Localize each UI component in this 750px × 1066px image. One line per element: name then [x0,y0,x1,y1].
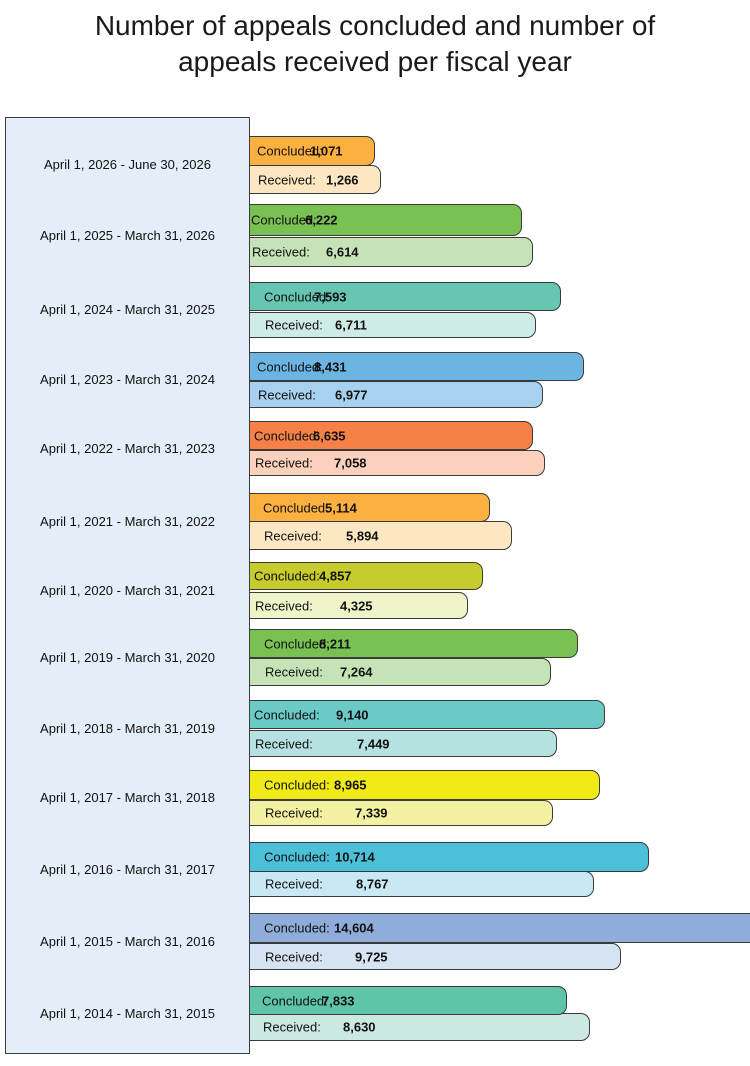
bar-value-label: 7,264 [340,664,373,680]
received-bar: Received: 5,894 [250,521,512,550]
concluded-bar: Concluded: 4,857 [250,562,483,590]
bar-series-label: Received: [255,598,313,613]
period-label: April 1, 2014 - March 31, 2015 [40,1005,215,1021]
bar-value-label: 1,071 [310,143,343,159]
bar-value-label: 4,857 [319,568,352,584]
bar-value-label: 8,630 [343,1019,376,1035]
bar-series-label: Received: [255,736,313,751]
concluded-bar: Concluded: 8,431 [250,352,584,381]
concluded-bar: Concluded: 8,211 [250,629,578,658]
bar-series-label: Concluded: [254,707,320,722]
concluded-bar: Concluded: 6,635 [250,421,533,450]
chart-title-line-2: appeals received per fiscal year [178,46,572,77]
period-label: April 1, 2024 - March 31, 2025 [40,302,215,317]
concluded-bar: Concluded: 7,593 [250,282,561,311]
bar-series-label: Concluded: [251,212,317,228]
received-bar: Received: 8,630 [250,1013,590,1041]
bar-value-label: 6,635 [313,428,346,443]
bar-series-label: Received: [255,455,313,471]
bar-value-label: 6,222 [305,212,338,228]
bar-series-label: Received: [264,528,322,543]
bar-series-label: Concluded: [257,143,323,159]
bar-value-label: 7,058 [334,455,367,471]
bar-value-label: 7,593 [314,289,347,304]
bar-series-label: Concluded: [254,428,320,443]
period-label: April 1, 2017 - March 31, 2018 [40,790,215,805]
bar-value-label: 6,614 [326,244,359,260]
received-bar: Received: 6,711 [250,312,536,338]
bar-series-label: Concluded: [254,568,320,584]
bar-series-label: Concluded: [264,777,330,793]
period-label: April 1, 2020 - March 31, 2021 [40,582,215,598]
concluded-bar: Concluded: 8,965 [250,770,600,800]
received-bar: Received: 7,339 [250,800,553,826]
received-bar: Received: 7,058 [250,450,545,476]
bar-value-label: 4,325 [340,598,373,613]
period-label: April 1, 2019 - March 31, 2020 [40,649,215,665]
bar-series-label: Received: [265,876,323,892]
received-bar: Received: 6,977 [250,381,543,408]
bar-series-label: Received: [252,244,310,260]
concluded-bar: Concluded: 14,604 [250,913,750,943]
bar-value-label: 8,211 [319,636,351,651]
bar-value-label: 8,767 [356,876,389,892]
received-bar: Received: 1,266 [250,165,381,194]
bar-value-label: 5,894 [346,528,379,543]
category-label-panel [5,117,250,1054]
bar-value-label: 10,714 [335,849,375,865]
bar-value-label: 14,604 [334,920,374,936]
bar-value-label: 5,114 [325,500,357,515]
concluded-bar: Concluded: 6,222 [250,204,522,236]
concluded-bar: Concluded: 9,140 [250,700,605,729]
bar-series-label: Received: [258,172,316,187]
bar-value-label: 7,833 [322,993,355,1008]
bar-value-label: 6,711 [335,317,367,333]
concluded-bar: Concluded: 1,071 [250,136,375,166]
received-bar: Received: 4,325 [250,592,468,619]
received-bar: Received: 9,725 [250,943,621,970]
chart-title: Number of appeals concluded and number o… [0,8,750,80]
period-label: April 1, 2021 - March 31, 2022 [40,513,215,529]
chart-title-line-1: Number of appeals concluded and number o… [94,10,656,41]
bar-series-label: Received: [258,387,316,402]
bar-value-label: 7,339 [355,805,388,821]
bar-series-label: Received: [265,317,323,333]
bar-series-label: Received: [265,949,323,964]
bar-value-label: 1,266 [326,172,359,187]
received-bar: Received: 8,767 [250,871,594,897]
period-label: April 1, 2015 - March 31, 2016 [40,933,215,949]
bar-value-label: 9,140 [336,707,369,722]
concluded-bar: Concluded: 5,114 [250,493,490,522]
received-bar: Received: 6,614 [250,237,533,267]
bar-series-label: Received: [265,664,323,680]
bar-value-label: 9,725 [355,949,388,964]
period-label: April 1, 2022 - March 31, 2023 [40,440,215,456]
concluded-bar: Concluded: 10,714 [250,842,649,872]
bar-series-label: Concluded: [257,359,323,374]
period-label: April 1, 2026 - June 30, 2026 [44,157,211,172]
received-bar: Received: 7,449 [250,730,557,757]
period-label: April 1, 2025 - March 31, 2026 [40,227,215,243]
bar-value-label: 6,977 [335,387,368,402]
concluded-bar: Concluded: 7,833 [250,986,567,1015]
bar-series-label: Received: [265,805,323,821]
bar-value-label: 8,431 [314,359,347,374]
bar-series-label: Concluded: [264,849,330,865]
bar-value-label: 7,449 [357,736,390,751]
period-label: April 1, 2018 - March 31, 2019 [40,720,215,736]
bar-series-label: Concluded: [264,636,330,651]
bar-series-label: Concluded: [264,289,330,304]
bar-series-label: Concluded: [264,920,330,936]
received-bar: Received: 7,264 [250,658,551,686]
period-label: April 1, 2023 - March 31, 2024 [40,372,215,387]
bar-series-label: Received: [263,1019,321,1035]
period-label: April 1, 2016 - March 31, 2017 [40,861,215,877]
bar-series-label: Concluded: [262,993,328,1008]
bar-value-label: 8,965 [334,777,367,793]
bar-series-label: Concluded: [263,500,329,515]
